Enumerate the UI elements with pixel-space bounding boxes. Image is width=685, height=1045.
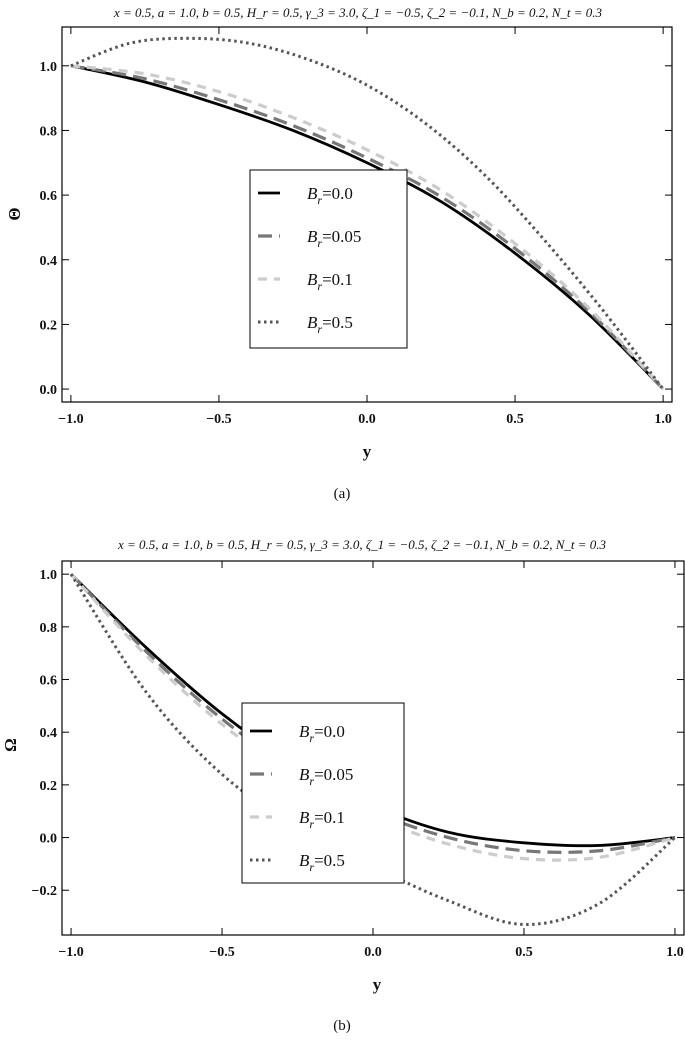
panel-b-caption: (b) <box>333 1018 351 1034</box>
legend-label-1: Br=0.05 <box>299 765 353 788</box>
panel-a-legend: Br=0.0 Br=0.05 Br=0.1 Br=0.5 <box>249 169 408 349</box>
x-tick-label: −1.0 <box>58 945 83 960</box>
legend-label-2: Br=0.1 <box>307 270 353 293</box>
panel-b-legend: Br=0.0 Br=0.05 Br=0.1 Br=0.5 <box>241 702 405 884</box>
legend-label-2: Br=0.1 <box>299 808 345 831</box>
panel-b-y-axis-label: Ω <box>1 738 20 752</box>
x-tick-label: −0.5 <box>209 945 234 960</box>
y-tick-label: 0.6 <box>40 674 58 689</box>
legend-label-1: Br=0.05 <box>307 227 361 250</box>
panel-a-x-ticks: −1.0 −0.5 0.0 0.5 1.0 <box>58 27 672 427</box>
panel-b-title: x = 0.5, a = 1.0, b = 0.5, H_r = 0.5, γ_… <box>117 537 607 552</box>
series-line-3 <box>70 36 665 390</box>
panel-a-x-axis-label: y <box>363 442 372 461</box>
panel-a: x = 0.5, a = 1.0, b = 0.5, H_r = 0.5, γ_… <box>5 5 673 502</box>
panel-a-title: x = 0.5, a = 1.0, b = 0.5, H_r = 0.5, γ_… <box>113 5 603 20</box>
y-tick-label: 1.0 <box>40 568 58 583</box>
legend-label-3: Br=0.5 <box>307 313 353 336</box>
x-tick-label: −1.0 <box>58 412 83 427</box>
x-tick-label: 0.0 <box>358 412 376 427</box>
series-line-2 <box>70 64 665 391</box>
series-line-0 <box>70 64 665 391</box>
y-tick-label: 0.2 <box>40 779 58 794</box>
panel-a-legend-entries: Br=0.0 Br=0.05 Br=0.1 Br=0.5 <box>258 184 361 336</box>
x-tick-label: 1.0 <box>654 412 672 427</box>
panel-a-y-axis-label: Θ <box>5 207 24 220</box>
y-tick-label: 1.0 <box>40 60 58 75</box>
legend-label-0: Br=0.0 <box>307 184 353 207</box>
x-tick-label: 1.0 <box>666 945 684 960</box>
panel-b-y-ticks: −0.2 0.0 0.2 0.4 0.6 0.8 1.0 <box>32 568 684 899</box>
panel-b-x-axis-label: y <box>373 975 382 994</box>
legend-label-3: Br=0.5 <box>299 851 345 874</box>
y-tick-label: 0.8 <box>40 124 58 139</box>
y-tick-label: −0.2 <box>32 884 57 899</box>
panel-a-y-ticks: 0.0 0.2 0.4 0.6 0.8 1.0 <box>40 60 672 398</box>
panel-b-legend-box <box>241 702 405 884</box>
x-tick-label: 0.0 <box>364 945 382 960</box>
y-tick-label: 0.0 <box>40 832 58 847</box>
legend-label-0: Br=0.0 <box>299 722 345 745</box>
y-tick-label: 0.4 <box>40 726 58 741</box>
x-tick-label: −0.5 <box>206 412 231 427</box>
y-tick-label: 0.8 <box>40 621 58 636</box>
y-tick-label: 0.6 <box>40 189 58 204</box>
panel-b-legend-entries: Br=0.0 Br=0.05 Br=0.1 Br=0.5 <box>250 722 353 874</box>
panel-a-caption: (a) <box>334 486 351 502</box>
series-line-1 <box>70 64 665 391</box>
x-tick-label: 0.5 <box>506 412 524 427</box>
panel-a-legend-box <box>249 169 408 349</box>
y-tick-label: 0.0 <box>40 383 58 398</box>
y-tick-label: 0.2 <box>40 318 58 333</box>
panel-a-series <box>70 36 665 391</box>
panel-b: x = 0.5, a = 1.0, b = 0.5, H_r = 0.5, γ_… <box>1 537 685 1034</box>
x-tick-label: 0.5 <box>515 945 533 960</box>
panel-b-x-ticks: −1.0 −0.5 0.0 0.5 1.0 <box>58 561 684 960</box>
y-tick-label: 0.4 <box>40 254 58 269</box>
